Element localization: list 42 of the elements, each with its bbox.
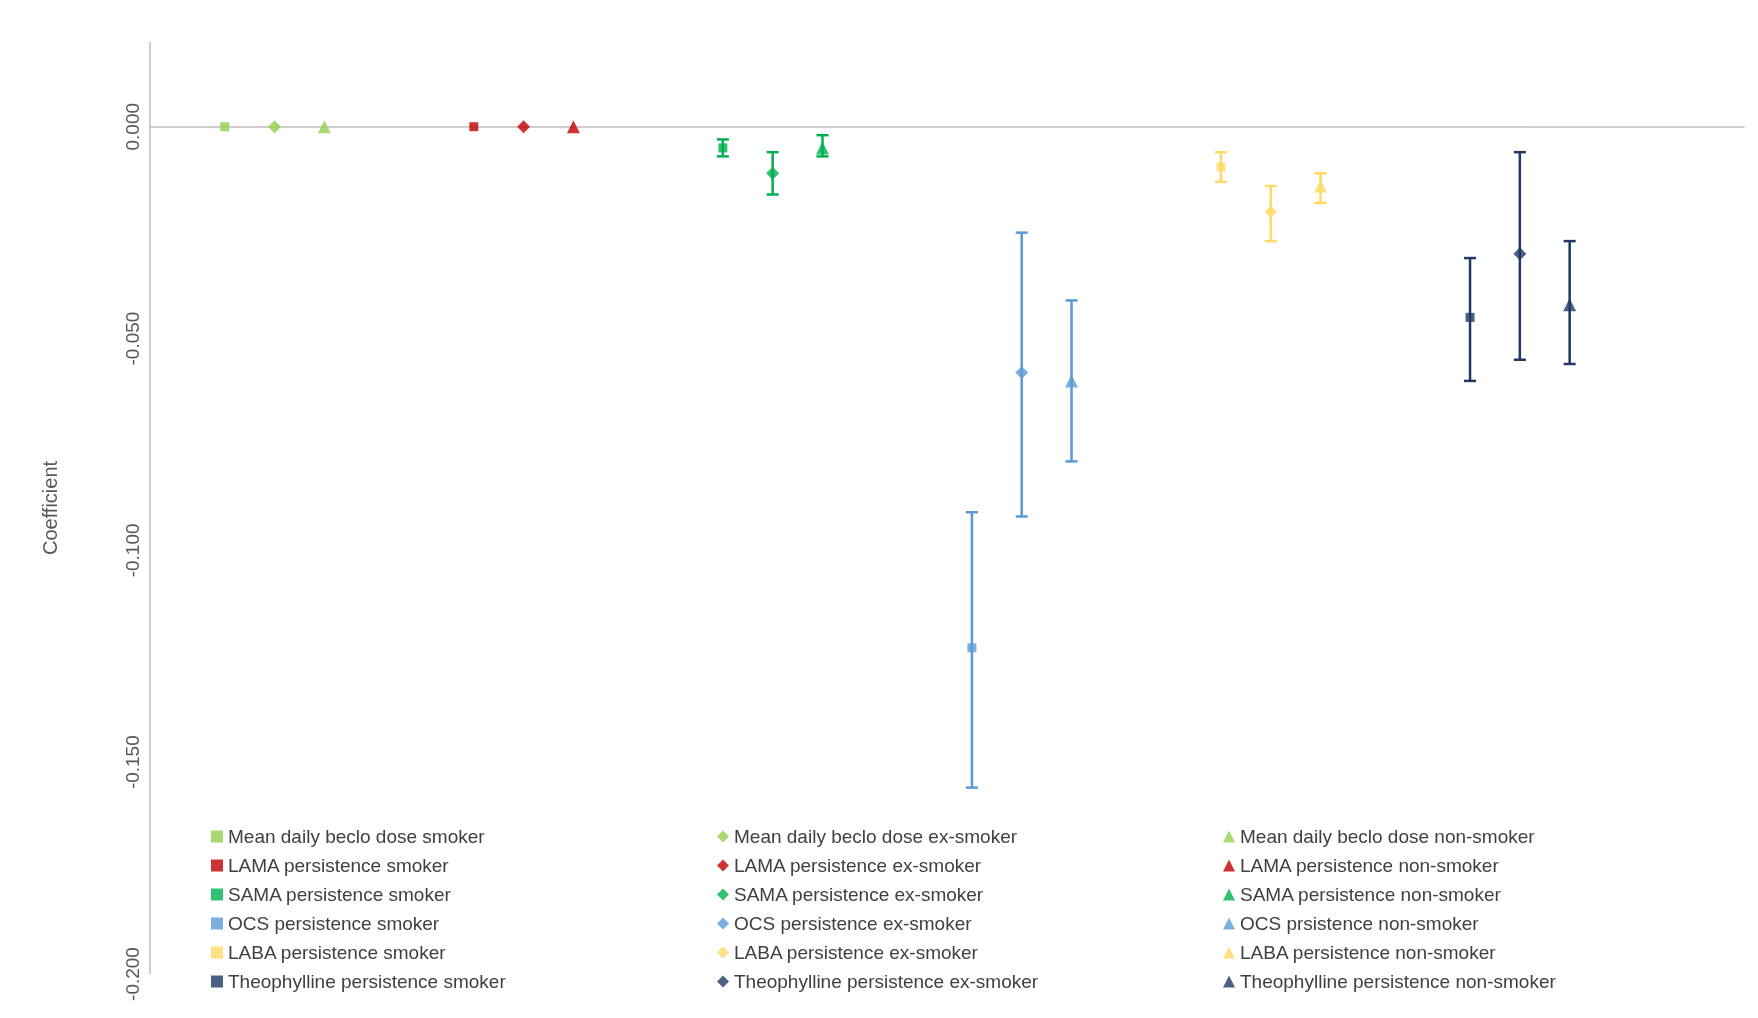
legend-label: SAMA persistence non-smoker [1240, 884, 1502, 905]
legend-label: LAMA persistence non-smoker [1240, 855, 1500, 876]
legend-label: OCS persistence ex-smoker [734, 913, 973, 934]
legend-label: LABA persistence non-smoker [1240, 942, 1497, 963]
legend-label: OCS persistence smoker [228, 913, 440, 934]
point [1264, 204, 1278, 218]
y-tick-label: -0.050 [122, 311, 143, 366]
y-tick-label: 0.000 [122, 102, 143, 151]
y-axis-title: Coefficient [39, 460, 61, 556]
legend-label: LAMA persistence ex-smoker [734, 855, 982, 876]
legend-label: Mean daily beclo dose smoker [228, 826, 486, 847]
legend-label: OCS prsistence non-smoker [1240, 913, 1480, 934]
point [268, 120, 282, 134]
point [1513, 247, 1527, 261]
legend-label: LAMA persistence smoker [228, 855, 450, 876]
point [718, 143, 728, 153]
legend-label: Theophylline persistence ex-smoker [734, 971, 1039, 992]
legend-label: Theophylline persistence non-smoker [1240, 971, 1557, 992]
point [317, 120, 331, 134]
legend-label: Mean daily beclo dose non-smoker [1240, 826, 1536, 847]
point [967, 643, 977, 653]
point [469, 122, 479, 132]
point [1314, 179, 1328, 193]
point [1465, 312, 1475, 322]
legend-label: LABA persistence ex-smoker [734, 942, 979, 963]
y-tick-label: -0.100 [122, 523, 143, 578]
legend-label: Mean daily beclo dose ex-smoker [734, 826, 1018, 847]
point [566, 120, 580, 134]
legend-label: LABA persistence smoker [228, 942, 447, 963]
point [1065, 374, 1079, 388]
point [1563, 298, 1577, 312]
y-tick-label: -0.200 [122, 947, 143, 1001]
point [517, 120, 531, 134]
point [1216, 162, 1226, 172]
y-tick-label: -0.150 [122, 735, 143, 790]
legend-label: SAMA persistence smoker [228, 884, 452, 905]
point [766, 166, 780, 180]
point [815, 141, 829, 155]
legend-label: SAMA persistence ex-smoker [734, 884, 984, 905]
legend-label: Theophylline persistence smoker [228, 971, 507, 992]
point [220, 122, 230, 132]
point [1015, 365, 1029, 379]
